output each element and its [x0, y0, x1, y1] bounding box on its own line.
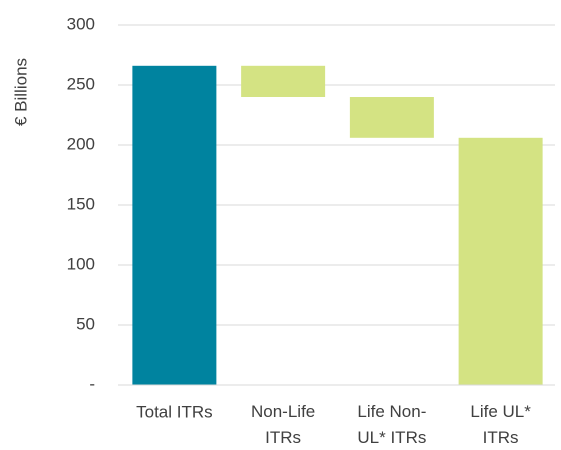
- y-tick-label: 100: [67, 254, 95, 273]
- bar: [458, 137, 543, 385]
- y-tick-label: 50: [76, 314, 95, 333]
- y-tick-label: -: [89, 374, 95, 393]
- bar: [241, 65, 326, 97]
- x-tick-label: Life UL* ITRs: [470, 402, 531, 447]
- y-tick-label: 300: [67, 14, 95, 33]
- x-tick-label: Life Non-UL* ITRs: [357, 402, 426, 447]
- x-tick-label: Non-Life ITRs: [251, 402, 315, 447]
- bar: [349, 97, 434, 138]
- bar: [132, 65, 217, 386]
- x-tick-label: Total ITRs: [136, 402, 213, 421]
- y-tick-label: 250: [67, 74, 95, 93]
- y-tick-label: 150: [67, 194, 95, 213]
- y-axis-title: € Billions: [11, 58, 30, 126]
- y-tick-label: 200: [67, 134, 95, 153]
